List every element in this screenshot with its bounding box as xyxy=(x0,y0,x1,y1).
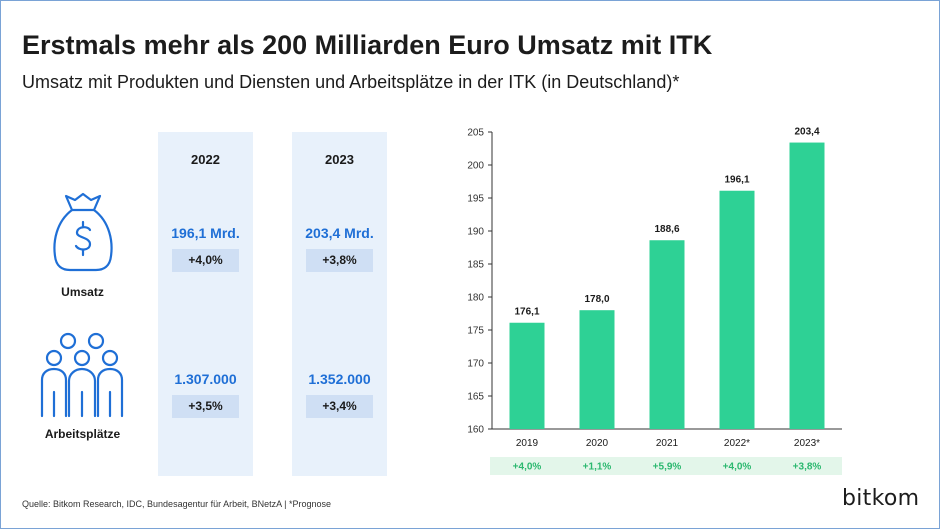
y-tick-label: 190 xyxy=(467,227,484,238)
x-tick-label: 2021 xyxy=(656,438,679,449)
column-year: 2022 xyxy=(191,152,220,167)
y-tick-label: 165 xyxy=(467,392,484,403)
money-bag-icon xyxy=(53,192,113,272)
jobs-value: 1.307.000 xyxy=(174,371,237,387)
x-tick-label: 2022* xyxy=(724,438,750,449)
growth-label: +4,0% xyxy=(723,462,752,473)
bar-value-label: 203,4 xyxy=(794,127,819,138)
bar xyxy=(649,240,685,429)
column-2022: 2022 196,1 Mrd. +4,0% 1.307.000 +3,5% xyxy=(158,132,253,476)
x-tick-label: 2023* xyxy=(794,438,820,449)
x-tick-label: 2019 xyxy=(516,438,539,449)
bar-value-label: 188,6 xyxy=(654,224,679,235)
y-tick-label: 200 xyxy=(467,161,484,172)
revenue-change-badge: +3,8% xyxy=(306,249,373,272)
brand-logo: bitkom xyxy=(842,486,920,511)
column-2023: 2023 203,4 Mrd. +3,8% 1.352.000 +3,4% xyxy=(292,132,387,476)
revenue-value: 196,1 Mrd. xyxy=(171,225,240,241)
growth-band xyxy=(490,457,842,475)
page-title: Erstmals mehr als 200 Milliarden Euro Um… xyxy=(22,30,713,60)
growth-label: +4,0% xyxy=(513,462,542,473)
y-tick-label: 195 xyxy=(467,194,484,205)
bar-value-label: 176,1 xyxy=(514,307,539,318)
y-tick-label: 170 xyxy=(467,359,484,370)
people-group-icon xyxy=(40,332,124,418)
revenue-change-badge: +4,0% xyxy=(172,249,239,272)
jobs-row-label: Arbeitsplätze xyxy=(44,427,121,441)
revenue-value: 203,4 Mrd. xyxy=(305,225,374,241)
bar-value-label: 178,0 xyxy=(584,294,609,305)
y-tick-label: 185 xyxy=(467,260,484,271)
growth-label: +3,8% xyxy=(793,462,822,473)
bar-value-label: 196,1 xyxy=(724,175,749,186)
bar xyxy=(719,190,755,429)
y-tick-label: 205 xyxy=(467,128,484,139)
bar xyxy=(789,142,825,429)
bar xyxy=(579,310,615,429)
y-tick-label: 175 xyxy=(467,326,484,337)
growth-label: +5,9% xyxy=(653,462,682,473)
jobs-change-badge: +3,5% xyxy=(172,395,239,418)
jobs-change-badge: +3,4% xyxy=(306,395,373,418)
page-subtitle: Umsatz mit Produkten und Diensten und Ar… xyxy=(22,72,680,92)
bar xyxy=(509,322,545,429)
x-tick-label: 2020 xyxy=(586,438,609,449)
growth-label: +1,1% xyxy=(583,462,612,473)
y-tick-label: 180 xyxy=(467,293,484,304)
column-year: 2023 xyxy=(325,152,354,167)
source-note: Quelle: Bitkom Research, IDC, Bundesagen… xyxy=(22,499,331,509)
revenue-row-label: Umsatz xyxy=(61,285,104,299)
jobs-value: 1.352.000 xyxy=(308,371,371,387)
y-tick-label: 160 xyxy=(467,425,484,436)
